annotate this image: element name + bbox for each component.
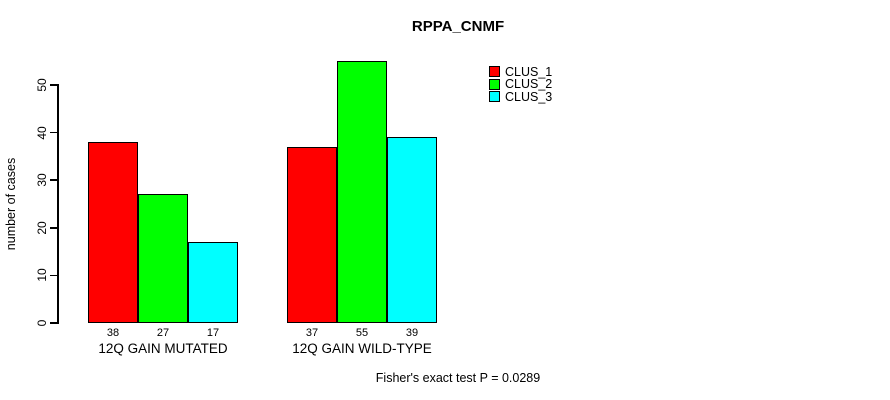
bar-value-label: 17 (206, 327, 220, 339)
legend-label-clus_3: CLUS_3 (505, 89, 553, 104)
y-tick-label: 40 (35, 125, 49, 140)
bar-value-label: 37 (305, 327, 319, 339)
bar-clus_3-group1 (188, 242, 238, 323)
y-tick (50, 84, 57, 86)
y-tick (50, 131, 57, 134)
group-label: 12Q GAIN WILD-TYPE (292, 341, 432, 356)
y-tick-label: 20 (35, 221, 49, 235)
annotation-text: Fisher's exact test P = 0.0289 (375, 371, 541, 385)
chart-title: RPPA_CNMF (411, 18, 505, 35)
group-label: 12Q GAIN MUTATED (98, 341, 228, 356)
bar-value-label: 55 (355, 327, 369, 339)
bar-clus_2-group1 (138, 194, 188, 323)
y-tick (50, 322, 57, 324)
bar-clus_3-group2 (387, 137, 437, 323)
legend-label-clus_1: CLUS_1 (505, 64, 553, 79)
y-tick-label: 30 (35, 173, 49, 187)
legend-swatch-clus_2 (489, 78, 500, 90)
legend-label-clus_2: CLUS_2 (505, 77, 553, 91)
y-axis-line (57, 84, 59, 324)
bar-clus_2-group2 (337, 61, 387, 323)
bar-clus_1-group1 (88, 142, 138, 323)
legend-swatch-clus_3 (489, 91, 500, 102)
y-tick (50, 179, 57, 181)
y-tick (50, 274, 57, 277)
bar-value-label: 39 (405, 327, 419, 339)
y-tick-label: 0 (35, 319, 49, 327)
legend-swatch-clus_1 (489, 66, 500, 77)
bar-clus_1-group2 (287, 146, 337, 323)
bar-value-label: 27 (156, 327, 170, 339)
y-tick-label: 10 (35, 268, 49, 283)
y-tick-label: 50 (35, 78, 49, 92)
y-tick (50, 227, 57, 229)
bar-value-label: 38 (106, 327, 120, 339)
